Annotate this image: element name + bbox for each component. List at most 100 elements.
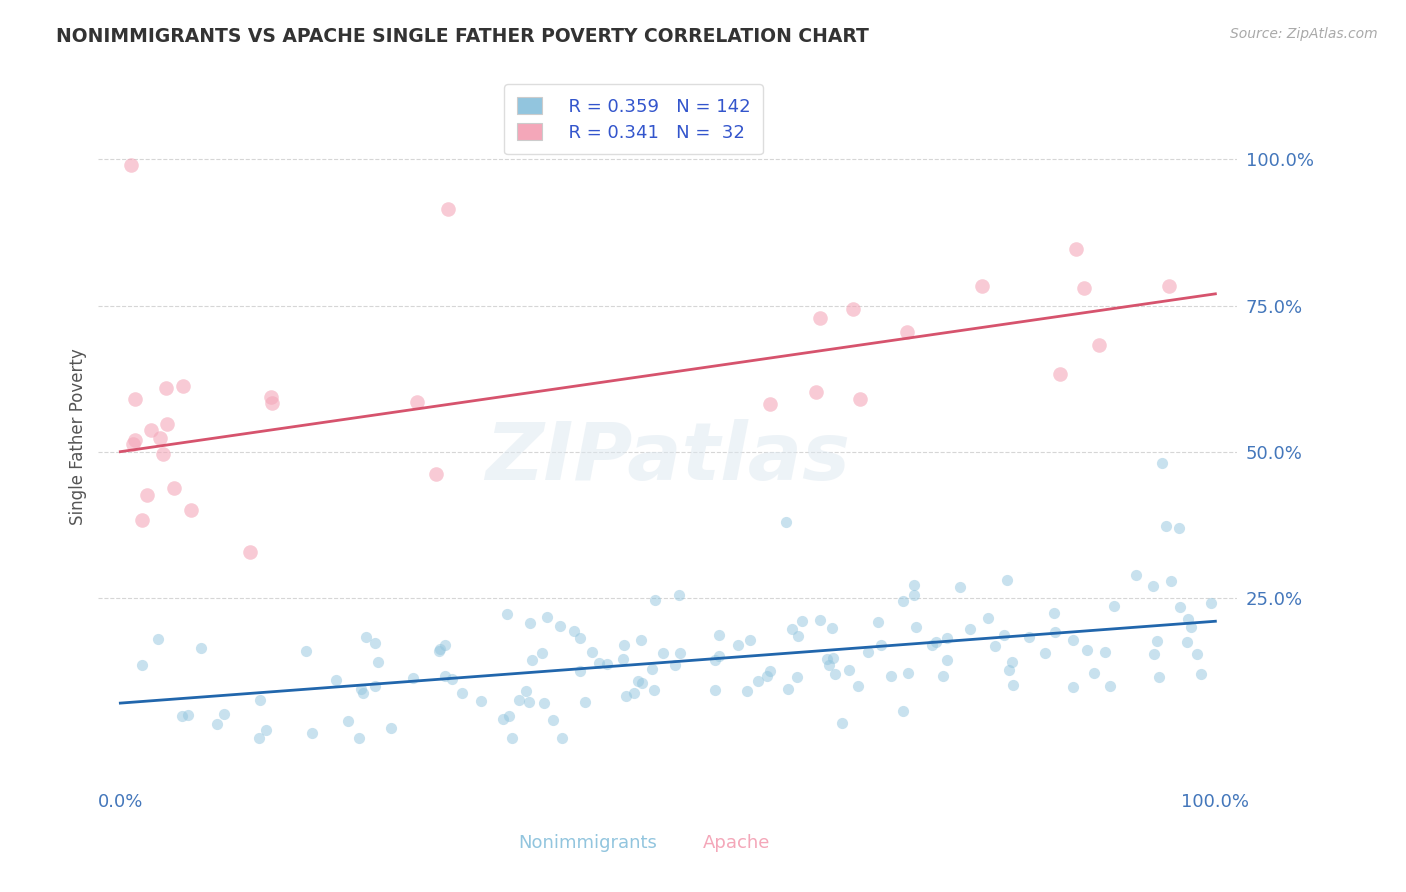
Point: [831, 716, 853, 731]
Point: [367, 655, 389, 669]
Point: [891, 594, 914, 608]
Point: [1083, 665, 1105, 680]
Point: [1177, 612, 1199, 626]
Point: [427, 644, 450, 658]
Point: [519, 695, 541, 709]
Point: [131, 658, 153, 673]
Point: [880, 669, 903, 683]
Point: [531, 647, 554, 661]
Point: [651, 646, 673, 660]
Point: [841, 301, 863, 316]
Point: [1049, 367, 1071, 381]
Point: [429, 642, 451, 657]
Point: [776, 682, 799, 697]
Point: [122, 436, 145, 450]
Point: [935, 631, 957, 645]
Point: [1073, 281, 1095, 295]
Point: [533, 696, 555, 710]
Point: [1154, 519, 1177, 533]
Point: [1175, 635, 1198, 649]
Point: [1064, 242, 1087, 256]
Point: [139, 423, 162, 437]
Point: [921, 638, 943, 652]
Point: [998, 663, 1021, 677]
Point: [380, 721, 402, 735]
Point: [1167, 521, 1189, 535]
Point: [1018, 630, 1040, 644]
Point: [903, 578, 925, 592]
Point: [612, 651, 634, 665]
Point: [1045, 625, 1067, 640]
Point: [1062, 680, 1084, 694]
Point: [155, 381, 177, 395]
Point: [925, 635, 948, 649]
Point: [707, 628, 730, 642]
Point: [146, 632, 169, 646]
Legend:   R = 0.359   N = 142,   R = 0.341   N =  32: R = 0.359 N = 142, R = 0.341 N = 32: [505, 85, 763, 154]
Point: [156, 417, 179, 432]
Point: [434, 669, 457, 683]
Point: [995, 574, 1018, 588]
Point: [893, 704, 915, 718]
Point: [614, 689, 637, 703]
Point: [1180, 620, 1202, 634]
Text: Nonimmigrants: Nonimmigrants: [519, 834, 658, 852]
Point: [205, 716, 228, 731]
Point: [849, 392, 872, 406]
Point: [336, 714, 359, 728]
Point: [1152, 456, 1174, 470]
Point: [818, 657, 841, 672]
Point: [627, 674, 650, 689]
Point: [824, 667, 846, 681]
Point: [787, 629, 810, 643]
Point: [970, 279, 993, 293]
Point: [498, 709, 520, 723]
Point: [588, 656, 610, 670]
Point: [260, 390, 283, 404]
Point: [1143, 647, 1166, 661]
Point: [249, 692, 271, 706]
Point: [775, 515, 797, 529]
Point: [190, 641, 212, 656]
Point: [759, 397, 782, 411]
Point: [897, 666, 920, 681]
Point: [949, 581, 972, 595]
Point: [152, 447, 174, 461]
Point: [790, 615, 813, 629]
Point: [630, 632, 652, 647]
Point: [613, 638, 636, 652]
Point: [643, 683, 665, 698]
Point: [623, 686, 645, 700]
Point: [501, 731, 523, 746]
Point: [295, 644, 318, 658]
Point: [808, 613, 831, 627]
Point: [1157, 279, 1180, 293]
Point: [172, 708, 194, 723]
Point: [1142, 579, 1164, 593]
Text: Apache: Apache: [703, 834, 770, 852]
Point: [515, 683, 537, 698]
Point: [536, 610, 558, 624]
Point: [450, 686, 472, 700]
Point: [406, 394, 429, 409]
Text: NONIMMIGRANTS VS APACHE SINGLE FATHER POVERTY CORRELATION CHART: NONIMMIGRANTS VS APACHE SINGLE FATHER PO…: [56, 27, 869, 45]
Point: [124, 434, 146, 448]
Point: [352, 686, 374, 700]
Point: [519, 615, 541, 630]
Point: [668, 588, 690, 602]
Point: [1088, 337, 1111, 351]
Point: [402, 671, 425, 685]
Point: [810, 311, 832, 326]
Point: [1002, 678, 1025, 692]
Point: [541, 713, 564, 727]
Point: [1185, 647, 1208, 661]
Point: [959, 622, 981, 636]
Point: [664, 658, 686, 673]
Point: [983, 640, 1005, 654]
Point: [301, 726, 323, 740]
Point: [508, 693, 530, 707]
Text: Source: ZipAtlas.com: Source: ZipAtlas.com: [1230, 27, 1378, 41]
Point: [1062, 632, 1084, 647]
Point: [363, 636, 385, 650]
Point: [437, 202, 460, 216]
